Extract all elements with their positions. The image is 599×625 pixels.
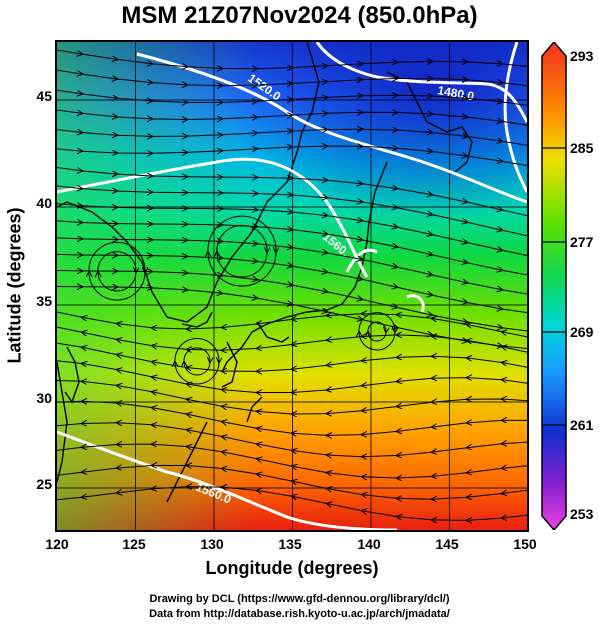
colorbar-tick-label: 269 xyxy=(570,324,594,340)
x-tick-label: 135 xyxy=(278,536,302,552)
y-tick-label: 35 xyxy=(36,293,52,309)
streamline xyxy=(208,215,276,287)
credit-drawing: Drawing by DCL (https://www.gfd-dennou.o… xyxy=(149,593,450,605)
x-tick-label: 125 xyxy=(122,536,146,552)
colorbar-tick-label: 293 xyxy=(570,48,594,64)
colorbar-tick-label: 277 xyxy=(570,234,594,250)
streamline xyxy=(57,109,527,127)
streamline xyxy=(175,338,219,385)
credit-data-source: Data from http://database.rish.kyoto-u.a… xyxy=(149,608,450,620)
streamline xyxy=(57,89,527,107)
colorbar-tick-label: 253 xyxy=(570,506,594,522)
map-plot-area: 1520.0 1480.0 1560. 1560.0 xyxy=(55,40,529,532)
streamline xyxy=(57,69,527,87)
x-axis-label: Longitude (degrees) xyxy=(205,558,379,578)
streamline xyxy=(98,251,136,292)
x-tick-label: 140 xyxy=(357,536,381,552)
streamline xyxy=(184,347,210,376)
x-tick-label: 120 xyxy=(45,536,69,552)
y-tick-label: 45 xyxy=(36,88,52,104)
y-tick-label: 25 xyxy=(36,476,52,492)
streamline xyxy=(217,224,267,278)
wind-streamlines xyxy=(57,49,527,521)
streamline xyxy=(57,129,527,147)
y-tick-label: 40 xyxy=(36,195,52,211)
y-tick-label: 30 xyxy=(36,390,52,406)
colorbar-tick-label: 261 xyxy=(570,417,594,433)
streamline xyxy=(57,146,527,167)
x-tick-label: 130 xyxy=(200,536,224,552)
y-axis-label: Latitude (degrees) xyxy=(4,207,25,364)
colorbar xyxy=(541,42,567,530)
map-title: MSM 21Z07Nov2024 (850.0hPa) xyxy=(121,2,478,29)
colorbar-tick-label: 285 xyxy=(570,140,594,156)
x-tick-label: 150 xyxy=(513,536,537,552)
temperature-field: 1520.0 1480.0 1560. 1560.0 xyxy=(57,42,527,530)
streamline xyxy=(359,312,395,351)
streamline xyxy=(368,321,386,342)
streamline xyxy=(57,487,527,521)
streamline xyxy=(89,241,145,301)
streamline xyxy=(57,49,527,68)
x-tick-label: 145 xyxy=(435,536,459,552)
